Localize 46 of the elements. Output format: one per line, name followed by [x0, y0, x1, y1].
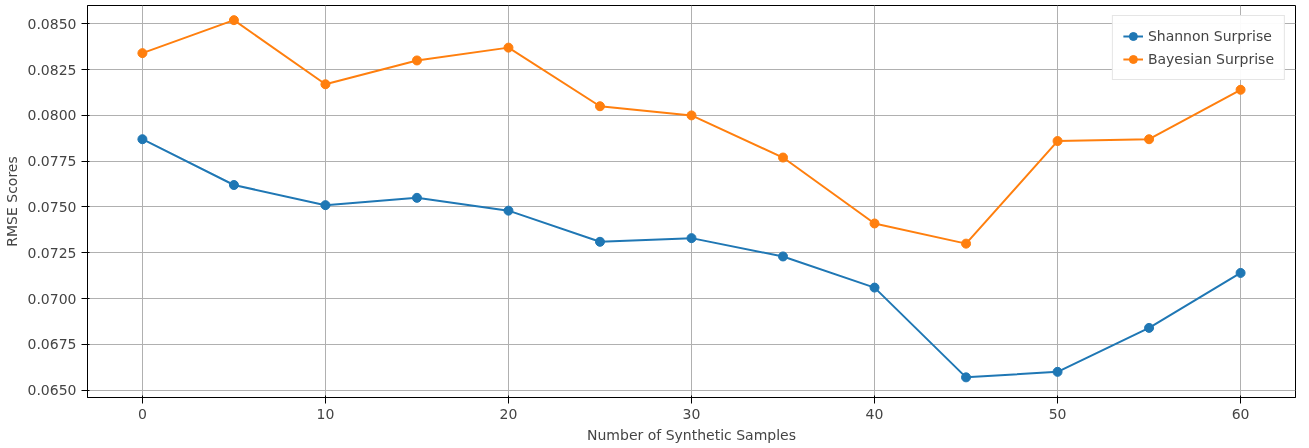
- point: [411, 55, 422, 66]
- y-tick-label: 0.0725: [27, 244, 77, 261]
- point: [503, 42, 514, 53]
- x-tick-label: 30: [682, 405, 701, 422]
- y-tick-label: 0.0825: [27, 61, 77, 78]
- y-axis-title: RMSE Scores: [3, 156, 20, 247]
- legend-label: Shannon Surprise: [1147, 28, 1272, 44]
- point: [137, 134, 148, 145]
- point: [778, 251, 789, 262]
- point: [594, 236, 605, 247]
- x-tick-label: 10: [316, 405, 335, 422]
- y-tick-label: 0.0800: [27, 107, 77, 124]
- y-tick-label: 0.0775: [27, 153, 77, 170]
- x-tick-label: 40: [865, 405, 884, 422]
- x-tick-label: 0: [137, 405, 147, 422]
- point: [320, 200, 331, 211]
- point: [503, 205, 514, 216]
- point: [778, 152, 789, 163]
- legend-label: Bayesian Surprise: [1147, 51, 1274, 67]
- point: [137, 48, 148, 59]
- y-tick-label: 0.0675: [27, 336, 77, 353]
- point: [594, 101, 605, 112]
- x-axis-title: Number of Synthetic Samples: [587, 426, 796, 443]
- point: [1144, 322, 1155, 333]
- point: [961, 238, 972, 249]
- y-tick-label: 0.0750: [27, 199, 77, 215]
- point: [961, 372, 972, 383]
- point: [1235, 267, 1246, 278]
- point: [411, 192, 422, 203]
- y-tick-label: 0.0850: [27, 15, 77, 32]
- point: [686, 110, 697, 121]
- point: [228, 15, 239, 26]
- x-tick-label: 60: [1231, 405, 1250, 422]
- point: [1144, 134, 1155, 145]
- point: [869, 218, 880, 229]
- x-tick-label: 50: [1048, 405, 1067, 422]
- point: [1052, 136, 1063, 147]
- point: [1052, 366, 1063, 377]
- point: [686, 233, 697, 244]
- point: [320, 79, 331, 90]
- point: [869, 282, 880, 293]
- y-tick-label: 0.0650: [27, 382, 77, 399]
- y-tick-label: 0.0700: [27, 290, 77, 307]
- point: [1235, 84, 1246, 95]
- x-tick-label: 20: [499, 405, 518, 422]
- point: [228, 180, 239, 191]
